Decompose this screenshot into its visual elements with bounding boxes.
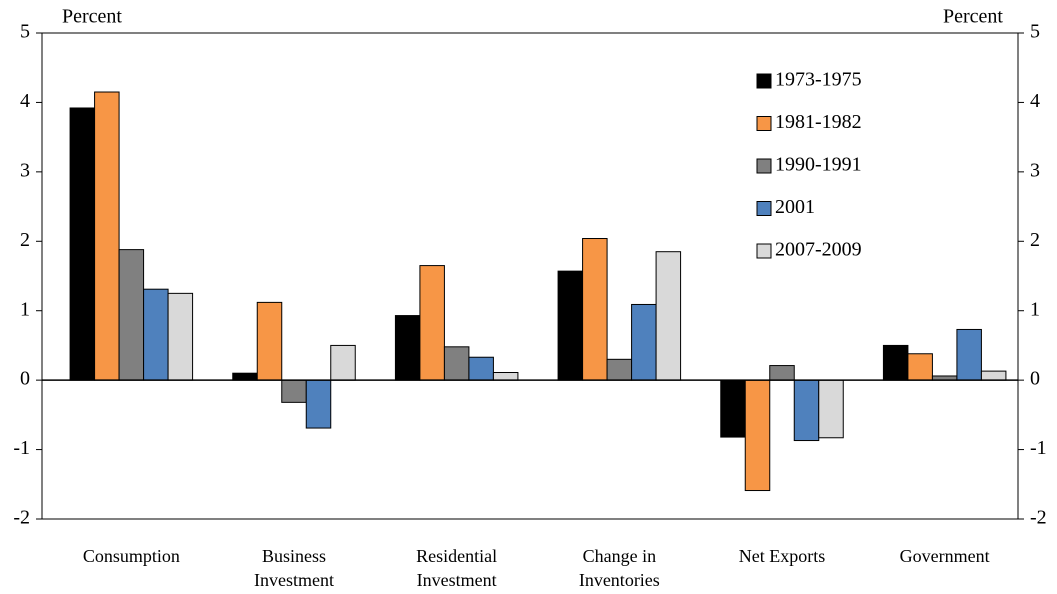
bar bbox=[468, 356, 494, 381]
y-tick-label: 0 bbox=[20, 368, 30, 390]
bar bbox=[606, 358, 633, 381]
y2-tick-label: -2 bbox=[1030, 507, 1047, 529]
bar bbox=[492, 372, 519, 381]
x-tick-label: Residential Investment bbox=[416, 546, 498, 590]
bar bbox=[118, 249, 145, 381]
y2-tick-label: 5 bbox=[1030, 21, 1040, 43]
bar bbox=[143, 288, 169, 381]
legend-swatch bbox=[756, 201, 772, 216]
x-tick-label: Net Exports bbox=[738, 546, 826, 566]
y2-tick-label: 3 bbox=[1030, 159, 1040, 181]
y2-tick-label: 4 bbox=[1030, 90, 1040, 112]
bar bbox=[94, 91, 120, 381]
bar bbox=[557, 270, 584, 381]
bar bbox=[232, 372, 258, 381]
legend-swatch bbox=[756, 73, 772, 89]
y2-tick-label: 1 bbox=[1030, 298, 1040, 320]
bar bbox=[631, 303, 657, 381]
legend-swatch bbox=[756, 158, 772, 174]
bar bbox=[281, 379, 307, 403]
y-axis-label: Percent bbox=[62, 6, 122, 28]
y-tick-label: -2 bbox=[13, 507, 30, 529]
legend-label: 1973-1975 bbox=[775, 69, 862, 91]
bar bbox=[720, 379, 746, 438]
bar bbox=[443, 346, 470, 381]
x-tick-label: Government bbox=[899, 546, 990, 566]
y2-tick-label: -1 bbox=[1030, 437, 1047, 459]
bar bbox=[582, 238, 608, 381]
bar bbox=[818, 379, 844, 439]
y2-axis-label: Percent bbox=[943, 6, 1003, 28]
legend-label: 2007-2009 bbox=[775, 239, 862, 261]
bar bbox=[907, 353, 933, 381]
y-tick-label: 4 bbox=[20, 90, 30, 112]
y-tick-label: 1 bbox=[20, 298, 30, 320]
bar bbox=[69, 107, 96, 381]
bar bbox=[394, 315, 421, 381]
y-tick-label: -1 bbox=[13, 437, 30, 459]
bar bbox=[305, 379, 332, 429]
x-tick-label: Business Investment bbox=[254, 546, 334, 590]
bar bbox=[330, 344, 356, 381]
bar bbox=[769, 365, 795, 381]
bar bbox=[655, 251, 682, 381]
x-tick-label: Change in Inventories bbox=[578, 546, 660, 590]
bar bbox=[980, 370, 1007, 381]
plot-frame bbox=[41, 32, 1019, 520]
legend-label: 1990-1991 bbox=[775, 154, 862, 176]
bar bbox=[256, 301, 283, 381]
bar bbox=[167, 292, 194, 381]
bar bbox=[744, 379, 771, 492]
y2-tick-label: 2 bbox=[1030, 229, 1040, 251]
y2-tick-label: 0 bbox=[1030, 368, 1040, 390]
legend-label: 2001 bbox=[775, 196, 815, 218]
bar bbox=[956, 328, 982, 381]
legend-swatch bbox=[756, 243, 772, 259]
legend-swatch bbox=[756, 116, 772, 131]
y-tick-label: 3 bbox=[20, 159, 30, 181]
x-tick-label: Consumption bbox=[82, 546, 180, 566]
bar bbox=[793, 379, 820, 442]
bar bbox=[419, 265, 445, 381]
y-tick-label: 5 bbox=[20, 21, 30, 43]
y-tick-label: 2 bbox=[20, 229, 30, 251]
bar bbox=[882, 344, 909, 381]
legend-label: 1981-1982 bbox=[775, 111, 862, 133]
